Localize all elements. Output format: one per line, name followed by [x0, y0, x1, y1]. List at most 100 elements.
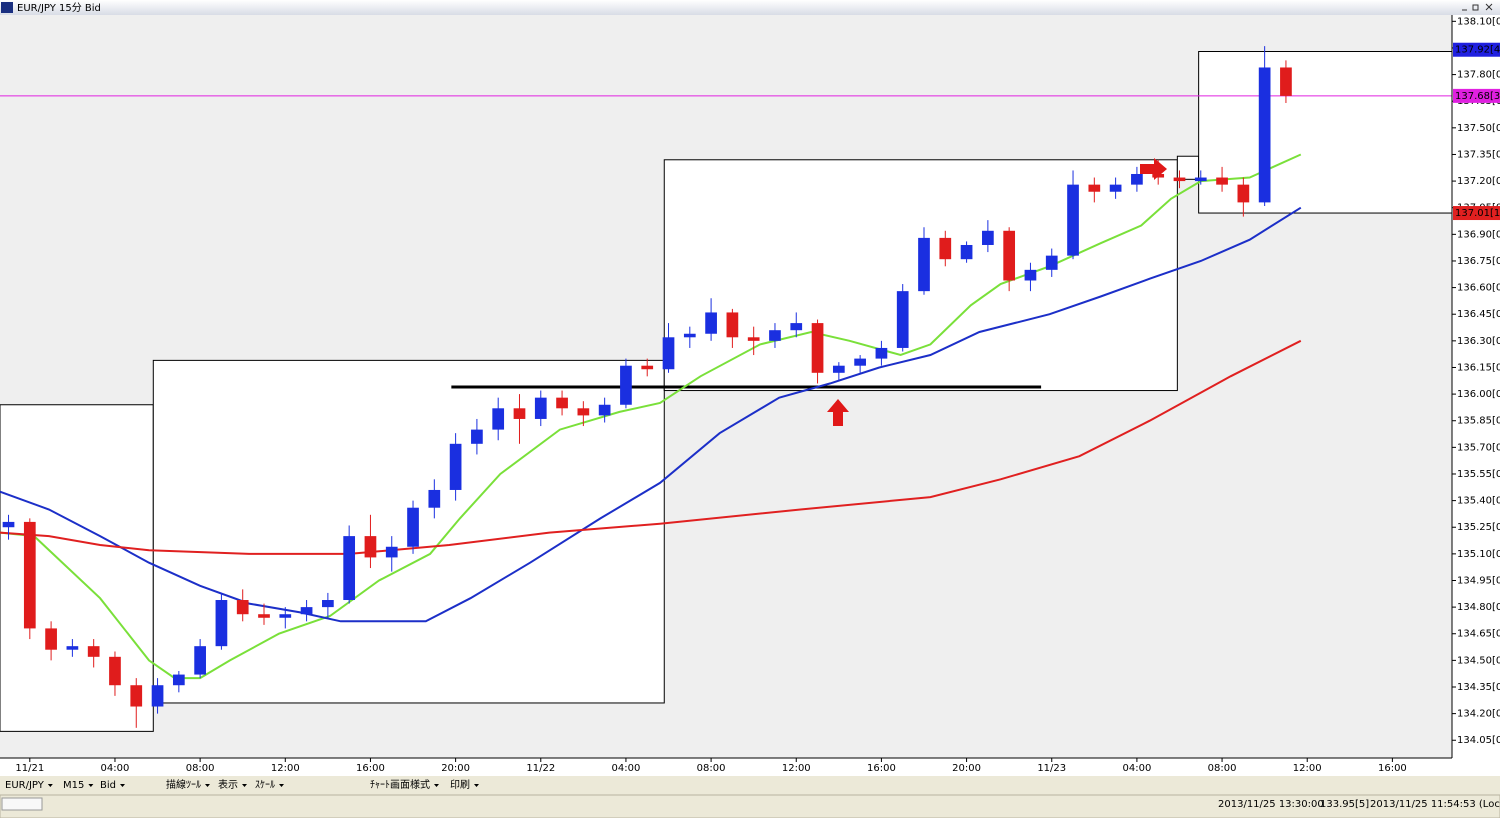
x-tick-label: 12:00 — [271, 763, 300, 774]
status-text: 133.95[5] — [1320, 799, 1369, 810]
candle-body — [151, 685, 164, 707]
candle-body — [513, 408, 526, 419]
candle-body — [215, 600, 228, 647]
moving-average — [0, 206, 1302, 623]
candle-body — [428, 489, 441, 508]
dropdown-arrow[interactable] — [279, 784, 284, 787]
candle-body — [407, 507, 419, 547]
toolbar-menu[interactable]: 表示 — [218, 778, 238, 791]
candle-body — [854, 358, 866, 366]
dropdown-arrow[interactable] — [474, 784, 479, 787]
y-tick-label: 136.15[0] — [1457, 362, 1500, 373]
dropdown-arrow[interactable] — [88, 784, 94, 787]
arrows — [827, 158, 1167, 426]
status-bar — [0, 794, 1500, 818]
candle-body — [23, 521, 36, 629]
price-label-box — [1453, 88, 1500, 103]
candle-body — [66, 646, 79, 650]
candle-body — [2, 521, 15, 528]
toolbar-menu[interactable]: EUR/JPY — [5, 780, 45, 791]
candle-body — [790, 323, 803, 331]
range-box — [0, 404, 154, 732]
x-tick-label: 20:00 — [441, 763, 470, 774]
y-tick-label: 135.10[0] — [1457, 549, 1500, 560]
toolbar-menu[interactable]: Bid — [100, 780, 116, 791]
candle-body — [300, 607, 313, 615]
toolbar-menu[interactable]: M15 — [63, 780, 84, 791]
candle-body — [385, 546, 398, 558]
dropdown-arrow[interactable] — [205, 784, 210, 787]
candle-body — [449, 443, 462, 490]
candle-body — [1194, 177, 1207, 182]
window-title: EUR/JPY 15分 Bid — [17, 2, 101, 14]
y-tick-label: 134.80[0] — [1457, 602, 1500, 613]
x-tick-label: 08:00 — [186, 763, 215, 774]
y-tick-label: 134.20[0] — [1457, 709, 1500, 720]
dropdown-arrow[interactable] — [242, 784, 247, 787]
y-tick-label: 134.35[0] — [1457, 682, 1500, 693]
y-tick-label: 137.50[0] — [1457, 123, 1500, 134]
candle-body — [726, 312, 739, 338]
y-tick-label: 135.25[0] — [1457, 522, 1500, 533]
candle-body — [1237, 184, 1250, 203]
x-tick-label: 08:00 — [697, 763, 726, 774]
price-label-box — [1453, 206, 1500, 221]
candle-body — [662, 337, 675, 370]
candle-body — [1216, 177, 1228, 185]
candle-body — [1088, 184, 1101, 192]
dropdown-arrow[interactable] — [120, 784, 125, 787]
price-label: 137.01[1 — [1455, 208, 1500, 219]
y-tick-label: 136.30[0] — [1457, 336, 1500, 347]
toolbar-menu[interactable]: 描線ﾂｰﾙ — [166, 778, 201, 791]
candle-body — [87, 646, 100, 657]
dropdown-arrow[interactable] — [47, 784, 53, 787]
candle-body — [534, 397, 547, 419]
x-tick-label: 04:00 — [612, 763, 641, 774]
range-box — [1176, 155, 1200, 180]
price-label: 137.68[3 — [1455, 91, 1500, 102]
x-tick-label: 12:00 — [782, 763, 811, 774]
candle-body — [577, 408, 590, 416]
candle-body — [598, 404, 611, 416]
candle-body — [45, 628, 57, 650]
candle-body — [982, 230, 994, 245]
candle-body — [1024, 269, 1037, 281]
candle-body — [194, 646, 206, 675]
candle-body — [343, 536, 356, 601]
candle-body — [556, 397, 568, 409]
candle-body — [172, 674, 185, 686]
app-icon — [1, 2, 13, 13]
arrow-up — [827, 399, 849, 426]
y-tick-label: 136.45[0] — [1457, 309, 1500, 320]
candle-body — [641, 365, 654, 370]
x-tick-label: 11/21 — [15, 763, 44, 774]
toolbar-menu[interactable]: ﾁｬｰﾄ画面様式 — [370, 778, 430, 791]
toolbar-menu[interactable]: ｽｹｰﾙ — [255, 779, 275, 791]
candle-body — [1173, 177, 1186, 182]
x-tick-label: 08:00 — [1208, 763, 1237, 774]
dropdown-arrow[interactable] — [434, 784, 439, 787]
y-tick-label: 138.10[0] — [1457, 16, 1500, 27]
candle-body — [939, 237, 952, 260]
candle-body — [322, 600, 334, 608]
y-tick-label: 134.50[0] — [1457, 655, 1500, 666]
y-tick-label: 135.40[0] — [1457, 496, 1500, 507]
candle-body — [1258, 67, 1271, 203]
x-tick-label: 16:00 — [1378, 763, 1407, 774]
candle-body — [918, 237, 930, 292]
window-buttons[interactable] — [1462, 3, 1493, 11]
status-text: 2013/11/25 11:54:53 (Local) — [1370, 799, 1500, 810]
candle-body — [896, 291, 909, 348]
y-tick-label: 136.75[0] — [1457, 256, 1500, 267]
candle-body — [492, 408, 505, 430]
y-tick-label: 137.80[0] — [1457, 70, 1500, 81]
y-tick-label: 136.90[0] — [1457, 229, 1500, 240]
scrollbar[interactable] — [1, 797, 43, 811]
candle-body — [1003, 230, 1016, 281]
y-tick-label: 135.85[0] — [1457, 416, 1500, 427]
toolbar-menu[interactable]: 印刷 — [450, 779, 470, 791]
candle-body — [705, 312, 717, 334]
y-tick-label: 134.05[0] — [1457, 735, 1500, 746]
candle-body — [130, 685, 143, 707]
